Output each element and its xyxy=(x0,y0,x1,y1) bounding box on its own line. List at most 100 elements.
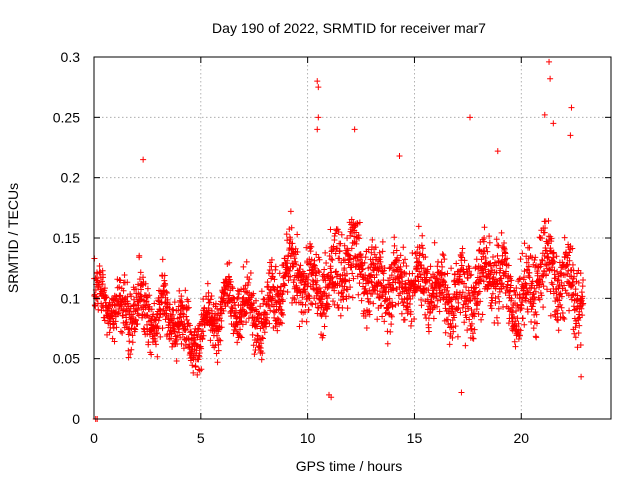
data-point xyxy=(458,294,465,301)
data-point xyxy=(104,331,111,338)
data-points xyxy=(91,58,587,422)
data-point xyxy=(391,234,398,241)
data-point xyxy=(544,254,551,261)
data-point xyxy=(466,316,473,323)
data-point xyxy=(173,357,180,364)
data-point xyxy=(344,305,351,312)
data-point xyxy=(524,308,531,315)
data-point xyxy=(554,268,561,275)
data-point xyxy=(329,274,336,281)
data-point xyxy=(320,332,327,339)
data-point xyxy=(575,330,582,337)
data-point xyxy=(507,273,514,280)
data-point xyxy=(367,264,374,271)
data-point xyxy=(180,345,187,352)
data-point xyxy=(207,337,214,344)
data-point xyxy=(428,274,435,281)
data-point xyxy=(349,294,356,301)
data-point xyxy=(444,284,451,291)
data-point xyxy=(254,323,261,330)
data-point xyxy=(173,336,180,343)
data-point xyxy=(365,246,372,253)
data-point xyxy=(178,318,185,325)
data-point xyxy=(274,327,281,334)
data-point xyxy=(437,296,444,303)
data-point xyxy=(572,286,579,293)
data-point xyxy=(289,240,296,247)
data-point xyxy=(341,265,348,272)
data-point xyxy=(361,259,368,266)
data-point xyxy=(159,256,166,263)
data-point xyxy=(243,258,250,265)
data-point xyxy=(379,313,386,320)
data-point xyxy=(169,311,176,318)
data-point xyxy=(502,268,509,275)
data-point xyxy=(427,263,434,270)
data-point xyxy=(556,283,563,290)
data-point xyxy=(530,300,537,307)
data-point xyxy=(270,308,277,315)
data-point xyxy=(523,282,530,289)
data-point xyxy=(388,272,395,279)
data-point xyxy=(288,224,295,231)
data-point xyxy=(559,262,566,269)
data-point xyxy=(182,287,189,294)
data-point xyxy=(434,297,441,304)
data-point xyxy=(468,320,475,327)
data-point xyxy=(321,273,328,280)
y-tick-label: 0.3 xyxy=(61,49,81,65)
data-point xyxy=(456,276,463,283)
data-point xyxy=(349,270,356,277)
data-point xyxy=(236,314,243,321)
data-point xyxy=(204,280,211,287)
data-point xyxy=(565,267,572,274)
data-point xyxy=(572,324,579,331)
data-point xyxy=(437,282,444,289)
data-point xyxy=(438,270,445,277)
data-point xyxy=(467,272,474,279)
data-point xyxy=(342,278,349,285)
data-point xyxy=(334,226,341,233)
data-point xyxy=(264,279,271,286)
data-point xyxy=(274,315,281,322)
data-point xyxy=(315,268,322,275)
data-point xyxy=(549,281,556,288)
data-point xyxy=(185,298,192,305)
data-point xyxy=(238,318,245,325)
data-point xyxy=(316,269,323,276)
data-point xyxy=(337,240,344,247)
data-point xyxy=(548,235,555,242)
data-point xyxy=(521,321,528,328)
data-point xyxy=(392,301,399,308)
data-point xyxy=(501,239,508,246)
data-point xyxy=(400,302,407,309)
data-point xyxy=(338,231,345,238)
data-point xyxy=(336,247,343,254)
data-point xyxy=(325,292,332,299)
data-point xyxy=(484,248,491,255)
data-point xyxy=(445,291,452,298)
data-point xyxy=(115,305,122,312)
data-point xyxy=(555,273,562,280)
data-point xyxy=(487,269,494,276)
data-point xyxy=(92,303,99,310)
data-point xyxy=(235,294,242,301)
data-point xyxy=(278,320,285,327)
data-point xyxy=(358,260,365,267)
data-point xyxy=(508,277,515,284)
data-point xyxy=(372,244,379,251)
data-point xyxy=(257,303,264,310)
data-point xyxy=(340,287,347,294)
data-point xyxy=(327,263,334,270)
data-point xyxy=(134,321,141,328)
data-point xyxy=(388,321,395,328)
data-point xyxy=(287,273,294,280)
data-point xyxy=(525,272,532,279)
data-point xyxy=(299,276,306,283)
data-point xyxy=(226,292,233,299)
data-point xyxy=(434,303,441,310)
data-point xyxy=(272,263,279,270)
data-point xyxy=(100,274,107,281)
data-point xyxy=(449,334,456,341)
